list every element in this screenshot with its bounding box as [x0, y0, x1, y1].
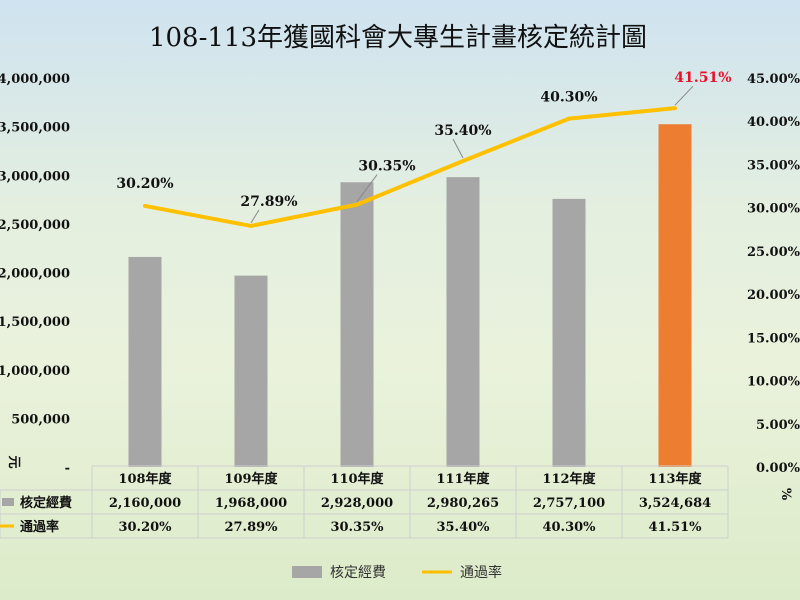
- table-line-value: 27.89%: [224, 520, 278, 535]
- y-right-axis-label: %: [778, 488, 793, 501]
- table-line-value: 40.30%: [542, 520, 596, 535]
- table-line-value: 41.51%: [648, 520, 702, 535]
- chart-title: 108-113年獲國科會大專生計畫核定統計圖: [149, 23, 647, 53]
- table-line-value: 30.20%: [118, 520, 172, 535]
- y-left-tick-label: 2,500,000: [0, 218, 70, 233]
- y-left-tick-label: 2,000,000: [0, 267, 70, 282]
- leader-line: [356, 174, 378, 202]
- table-bar-value: 1,968,000: [215, 496, 287, 511]
- table-bar-value: 2,160,000: [109, 496, 181, 511]
- y-right-tick-label: 0.00%: [756, 461, 800, 476]
- legend-key-bar: [292, 566, 322, 578]
- table-key-bar: [2, 498, 14, 506]
- bar: [128, 256, 162, 467]
- y-left-tick-label: -: [65, 461, 70, 476]
- y-right-tick-label: 25.00%: [747, 245, 800, 260]
- table-line-value: 35.40%: [436, 520, 490, 535]
- leader-line: [452, 138, 464, 159]
- line-data-label: 30.20%: [116, 176, 173, 192]
- line-data-label: 35.40%: [434, 123, 491, 139]
- table-bar-value: 3,524,684: [639, 496, 711, 511]
- line-data-label: 41.51%: [674, 70, 731, 86]
- leader-line: [674, 85, 694, 106]
- legend-label: 核定經費: [330, 565, 386, 581]
- y-right-tick-label: 40.00%: [747, 115, 800, 130]
- y-right-tick-label: 10.00%: [747, 375, 800, 390]
- table-category-label: 112年度: [542, 471, 596, 487]
- bar: [340, 182, 374, 467]
- y-left-tick-label: 500,000: [11, 412, 70, 427]
- line-data-label: 40.30%: [540, 90, 597, 106]
- legend: 核定經費 通過率: [292, 564, 502, 581]
- line-data-label: 30.35%: [358, 159, 415, 175]
- y-left-axis-label: 元: [6, 455, 21, 468]
- y-left-tick-label: 4,000,000: [0, 72, 70, 87]
- y-right-tick-label: 30.00%: [747, 202, 800, 217]
- y-right-tick-label: 5.00%: [756, 418, 800, 433]
- table-category-label: 110年度: [330, 471, 384, 487]
- bar: [234, 275, 268, 467]
- table-bar-value: 2,928,000: [321, 496, 393, 511]
- line-series: [143, 106, 677, 228]
- y-right-tick-label: 20.00%: [747, 288, 800, 303]
- y-left-tick-label: 1,000,000: [0, 364, 70, 379]
- y-right-tick-label: 45.00%: [747, 72, 800, 87]
- bar: [446, 177, 480, 467]
- table-category-label: 111年度: [436, 471, 490, 487]
- y-left-tick-label: 3,500,000: [0, 121, 70, 136]
- plot-area: - 500,000 1,000,000 1,500,000 2,000,000 2,500…: [0, 70, 800, 501]
- bar: [552, 198, 586, 468]
- table-bar-value: 2,980,265: [427, 496, 499, 511]
- y-right-tick-label: 15.00%: [747, 331, 800, 346]
- table-category-label: 109年度: [224, 471, 278, 487]
- table-category-label: 108年度: [118, 471, 172, 487]
- line-data-label: 27.89%: [240, 194, 297, 210]
- table-category-label: 113年度: [648, 471, 702, 487]
- leader-line: [250, 209, 260, 224]
- legend-label: 通過率: [460, 564, 502, 581]
- table-row-label: 通過率: [20, 519, 59, 535]
- y-left-tick-label: 1,500,000: [0, 315, 70, 330]
- y-right-tick-label: 35.00%: [747, 158, 800, 173]
- table-bar-value: 2,757,100: [533, 496, 605, 511]
- bar: [658, 124, 692, 467]
- table-line-value: 30.35%: [330, 520, 384, 535]
- y-left-tick-label: 3,000,000: [0, 169, 70, 184]
- table-row-label: 核定經費: [20, 495, 72, 511]
